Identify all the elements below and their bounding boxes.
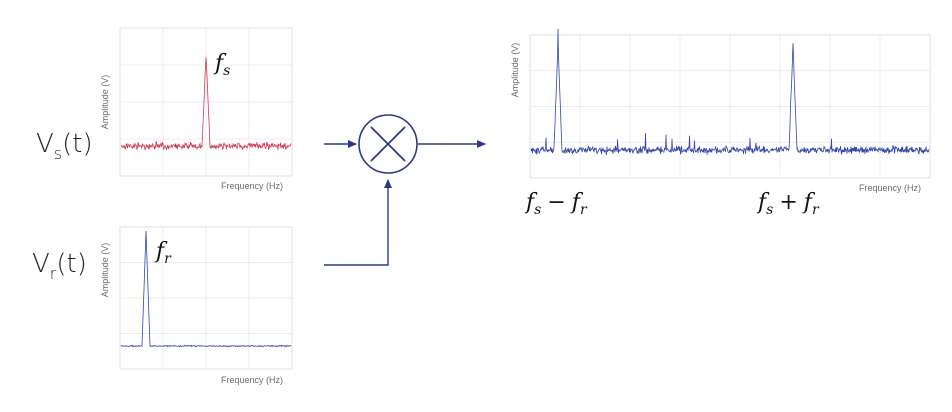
signal-spectrum-trace — [120, 57, 292, 151]
reference-ylabel: Amplitude (V) — [100, 243, 110, 298]
output-spectrum-plot: Amplitude (V) Frequency (Hz) fs − fr fs + fr — [510, 28, 931, 218]
svg-text:Vs(t): Vs(t) — [36, 129, 93, 163]
vr-label: Vr(t) — [32, 249, 87, 283]
reference-peak-label: fr — [154, 239, 172, 267]
mixer — [324, 114, 486, 266]
output-ylabel: Amplitude (V) — [510, 43, 520, 98]
reference-xlabel: Frequency (Hz) — [221, 375, 283, 385]
output-spectrum-trace — [530, 28, 930, 156]
svg-text:Vr(t): Vr(t) — [32, 249, 87, 283]
sum-frequency-label: fs + fr — [756, 190, 820, 218]
reference-wire — [324, 179, 392, 266]
vs-label: Vs(t) — [36, 129, 93, 163]
signal-xlabel: Frequency (Hz) — [221, 181, 283, 191]
output-xlabel: Frequency (Hz) — [859, 183, 921, 193]
reference-spectrum-plot: Amplitude (V) Frequency (Hz) fr — [100, 226, 293, 385]
multiplier-icon — [358, 114, 418, 174]
difference-frequency-label: fs − fr — [524, 190, 588, 218]
reference-spectrum-trace — [120, 230, 292, 348]
signal-ylabel: Amplitude (V) — [100, 75, 110, 130]
signal-spectrum-plot: Amplitude (V) Frequency (Hz) fs — [100, 27, 293, 191]
signal-peak-label: fs — [213, 51, 230, 79]
